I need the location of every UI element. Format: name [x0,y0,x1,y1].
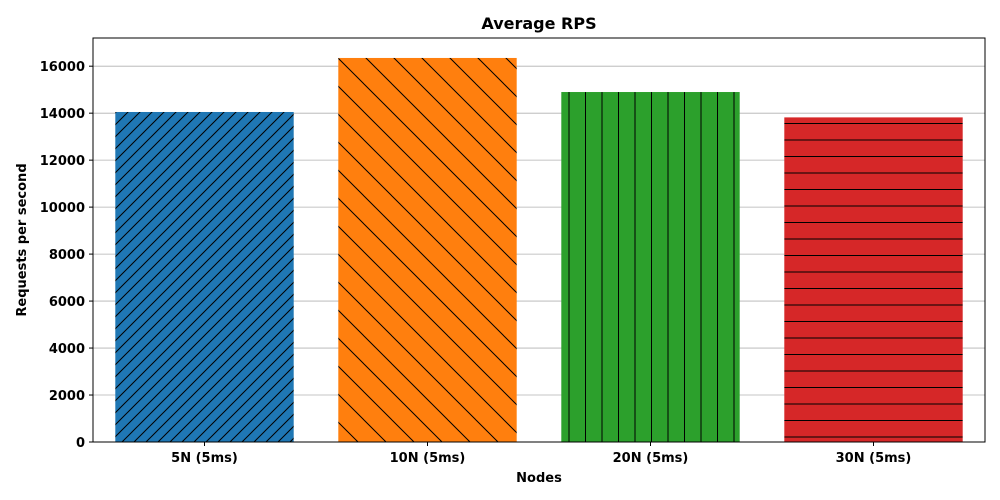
y-tick-label: 14000 [40,107,85,122]
bar-1 [115,111,294,442]
y-tick-label: 8000 [49,248,85,263]
x-axis-ticks: 5N (5ms) 10N (5ms) 20N (5ms) 30N (5ms) [171,442,911,466]
y-tick-label: 4000 [49,342,85,357]
y-tick-label: 16000 [40,60,85,75]
x-axis-label: Nodes [516,471,562,486]
y-axis-label: Requests per second [15,163,30,316]
y-tick-label: 6000 [49,295,85,310]
x-tick-label: 20N (5ms) [613,451,689,466]
bar-2 [338,57,517,442]
y-axis-ticks: 0 2000 4000 6000 8000 10000 12000 14000 16000 [40,60,93,451]
y-tick-label: 10000 [40,201,85,216]
y-tick-label: 0 [76,436,85,451]
bar-3 [561,92,740,442]
x-tick-label: 5N (5ms) [171,451,238,466]
x-tick-label: 10N (5ms) [390,451,466,466]
bars [115,57,963,443]
y-tick-label: 2000 [49,389,85,404]
x-tick-label: 30N (5ms) [836,451,912,466]
plot-frame [92,37,986,443]
y-tick-label: 12000 [40,154,85,169]
bar-4 [784,117,963,443]
chart-title: Average RPS [481,14,596,33]
